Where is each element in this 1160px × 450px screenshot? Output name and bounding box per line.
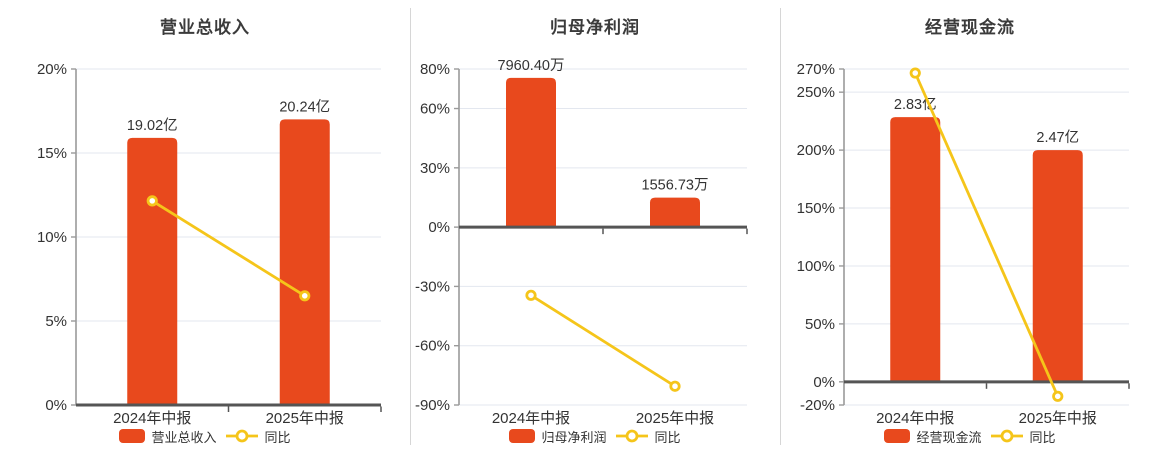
y-tick-label: 15%	[37, 145, 67, 162]
x-category-label: 2025年中报	[1019, 410, 1097, 427]
bar-value-label: 7960.40万	[498, 58, 565, 74]
bar-2025年中报[interactable]	[279, 119, 330, 406]
legend-item-bar[interactable]: 归母净利润	[509, 427, 607, 446]
chart-plot-net-profit: 80% 60% 30% 0% -30% -60% -90% 7960.40万 2024年中报 15…	[415, 58, 748, 427]
bar-swatch-icon	[884, 429, 911, 443]
bar-2025年中报[interactable]	[650, 197, 700, 228]
bar-value-label: 20.24亿	[279, 98, 330, 115]
legend-item-bar[interactable]: 营业总收入	[119, 427, 217, 446]
legend-item-bar[interactable]: 经营现金流	[884, 427, 982, 446]
legend-bar-label: 营业总收入	[151, 429, 217, 445]
line-marker-icon	[225, 429, 258, 443]
yoy-marker[interactable]	[1052, 390, 1064, 402]
bar-value-label: 19.02亿	[127, 117, 178, 134]
bar-value-label: 1556.73万	[642, 178, 709, 194]
y-tick-label: 0%	[45, 397, 67, 414]
bar-swatch-icon	[119, 429, 146, 443]
x-category-label: 2024年中报	[492, 410, 570, 427]
line-marker-icon	[615, 429, 648, 443]
y-tick-label: 10%	[37, 229, 67, 246]
y-tick-label: 100%	[797, 258, 835, 275]
chart-plot-operating-revenue: 20% 15% 10% 5% 0% 19.02亿 2024年中报 20.24亿 2025年中报	[37, 61, 382, 427]
yoy-marker[interactable]	[669, 380, 681, 392]
x-category-label: 2024年中报	[113, 410, 191, 427]
line-marker-icon	[990, 429, 1023, 443]
x-category-label: 2025年中报	[636, 410, 714, 427]
bar-2024年中报[interactable]	[506, 77, 556, 228]
chart-title: 经营现金流	[925, 18, 1015, 37]
y-tick-label: -60%	[415, 338, 450, 355]
yoy-marker[interactable]	[525, 289, 537, 301]
y-tick-label: -20%	[800, 397, 835, 414]
legend-bar-label: 归母净利润	[541, 429, 607, 445]
yoy-marker[interactable]	[909, 67, 921, 79]
bar-2025年中报[interactable]	[1032, 150, 1083, 382]
x-category-label: 2025年中报	[266, 410, 344, 427]
legend-item-line[interactable]: 同比	[225, 427, 291, 446]
y-tick-label: -90%	[415, 397, 450, 414]
chart-panel-net-profit: 归母净利润 80% 60% 30% 0% -30% -60% -90% 7960.40万 202…	[410, 0, 780, 450]
bar-value-label: 2.47亿	[1036, 129, 1079, 146]
y-tick-label: 30%	[420, 160, 450, 177]
chart-legend: 经营现金流 同比	[780, 427, 1160, 445]
yoy-line	[530, 294, 676, 388]
y-tick-label: 80%	[420, 61, 450, 78]
y-tick-label: 200%	[797, 142, 835, 159]
chart-title: 营业总收入	[160, 18, 250, 37]
legend-item-line[interactable]: 同比	[990, 427, 1056, 446]
x-category-label: 2024年中报	[876, 410, 954, 427]
bar-2024年中报[interactable]	[127, 137, 178, 405]
yoy-marker[interactable]	[299, 290, 311, 302]
y-tick-label: 270%	[797, 61, 835, 78]
y-tick-label: 0%	[428, 219, 450, 236]
chart-title: 归母净利润	[550, 18, 640, 37]
bar-2024年中报[interactable]	[890, 117, 941, 382]
chart-panel-operating-cashflow: 经营现金流 270% 250% 200% 150% 100% 50% 0% -20% 2.83亿…	[780, 0, 1160, 450]
y-tick-label: 50%	[805, 316, 835, 333]
y-tick-label: 250%	[797, 84, 835, 101]
legend-bar-label: 经营现金流	[916, 429, 982, 445]
chart-panel-operating-revenue: 营业总收入 20% 15% 10% 5% 0% 19.02亿 2024年中报 20.24亿 20…	[0, 0, 410, 450]
y-tick-label: 20%	[37, 61, 67, 78]
yoy-marker[interactable]	[146, 195, 158, 207]
y-tick-label: -30%	[415, 278, 450, 295]
yoy-line	[913, 72, 1060, 397]
legend-item-line[interactable]: 同比	[615, 427, 681, 446]
y-tick-label: 0%	[813, 374, 835, 391]
chart-legend: 营业总收入 同比	[0, 427, 410, 445]
y-tick-label: 5%	[45, 313, 67, 330]
legend-line-label: 同比	[264, 429, 291, 445]
y-tick-label: 60%	[420, 101, 450, 118]
bar-swatch-icon	[509, 429, 536, 443]
y-tick-label: 150%	[797, 200, 835, 217]
chart-plot-operating-cashflow: 270%250%200%150%100%50%0%-20%2.83亿2024年中…	[797, 61, 1130, 427]
chart-legend: 归母净利润 同比	[410, 427, 780, 445]
legend-line-label: 同比	[654, 429, 681, 445]
yoy-line	[151, 199, 306, 297]
legend-line-label: 同比	[1029, 429, 1056, 445]
